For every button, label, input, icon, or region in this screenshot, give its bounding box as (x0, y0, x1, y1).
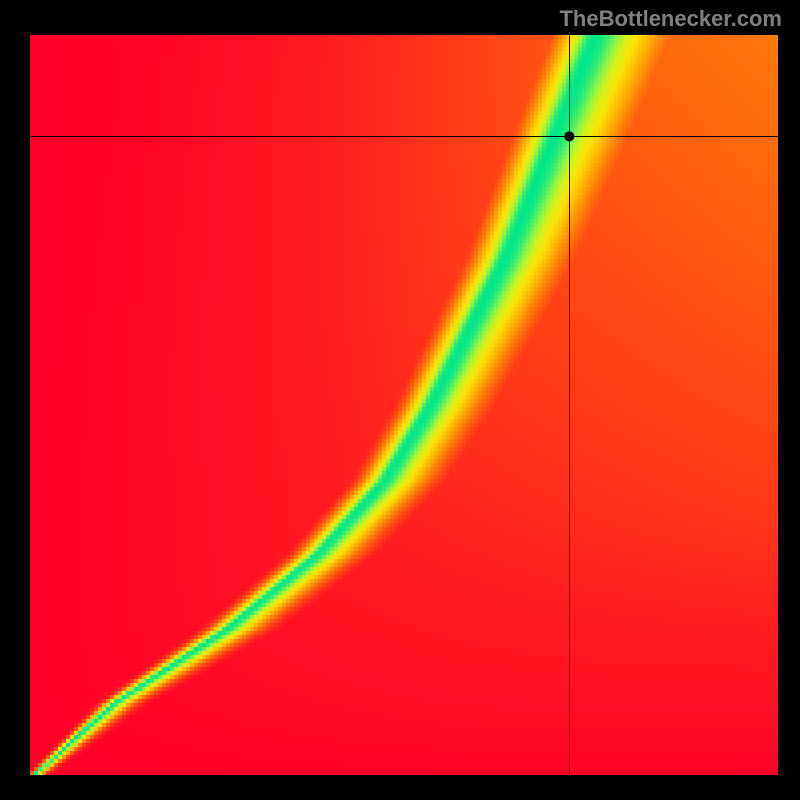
watermark-text: TheBottlenecker.com (559, 6, 782, 32)
heatmap-area (0, 0, 800, 800)
heatmap-canvas (0, 0, 800, 800)
chart-container: TheBottlenecker.com (0, 0, 800, 800)
